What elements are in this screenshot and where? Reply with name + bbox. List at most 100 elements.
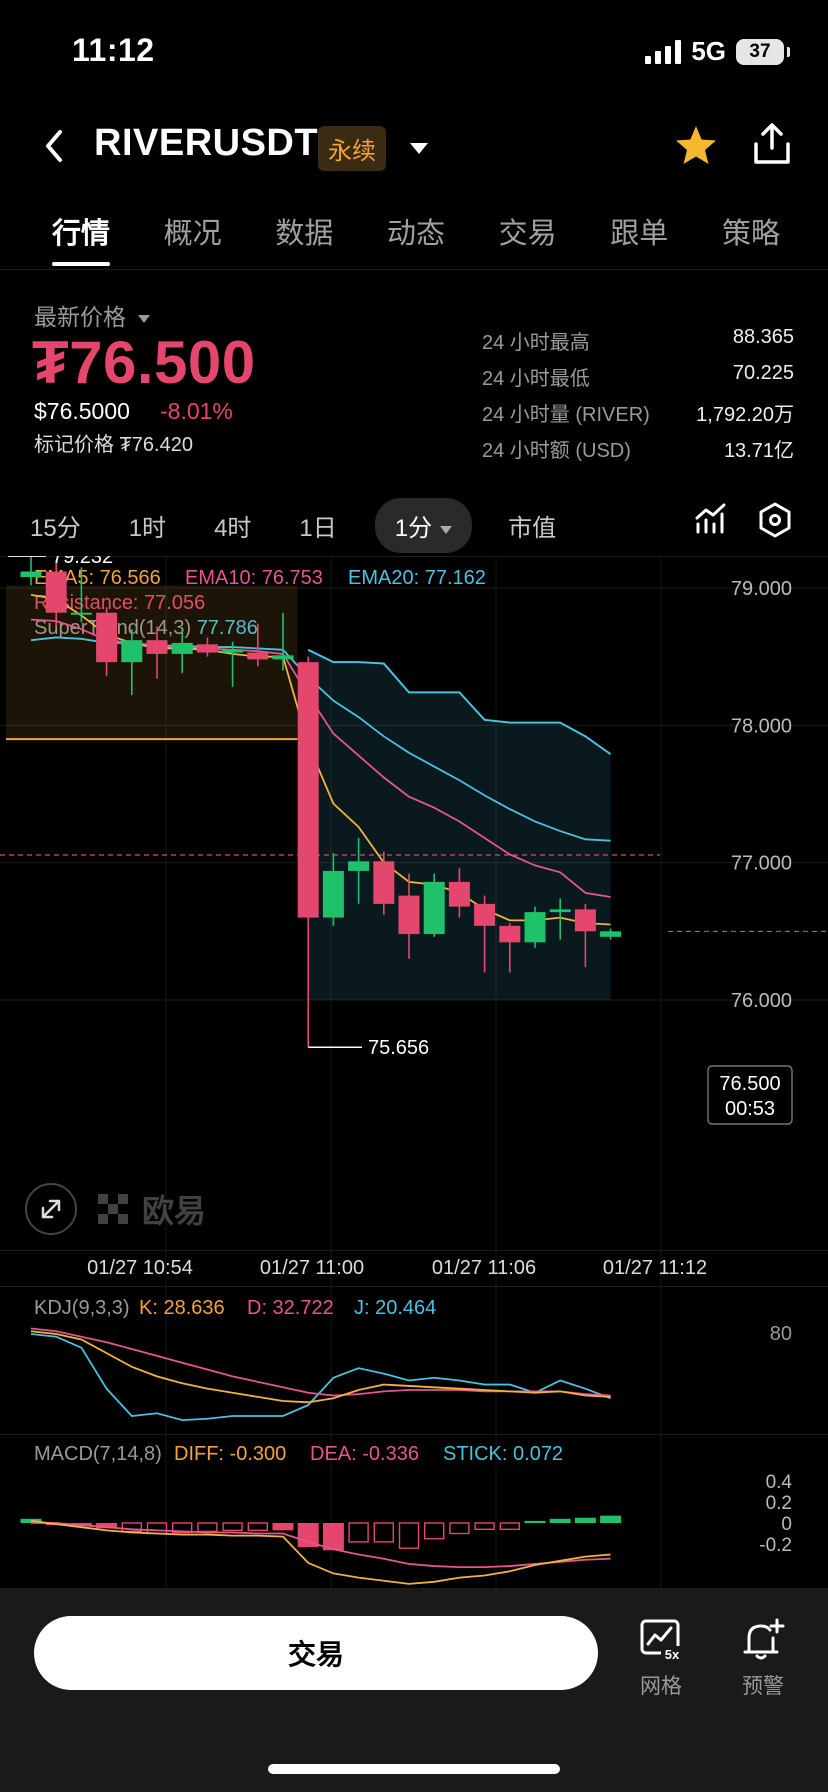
price-alert-button[interactable]: 预警 <box>718 1618 808 1700</box>
tab-news[interactable]: 动态 <box>386 218 445 250</box>
candle-body <box>272 655 294 660</box>
candle-body <box>373 861 395 904</box>
signal-icon <box>645 39 682 64</box>
macd-stick <box>297 1523 319 1548</box>
stat-label: 24 小时量 (RIVER) <box>482 404 650 426</box>
interval-1d[interactable]: 1日 <box>299 515 337 542</box>
latest-price-selector[interactable]: 最新价格 <box>34 298 151 332</box>
time-axis: 01/27 10:54 01/27 11:00 01/27 11:06 01/2… <box>87 1257 707 1279</box>
interval-bar: 15分 1时 4时 1日 1分 市值 <box>30 498 604 553</box>
candle <box>398 873 420 959</box>
legend-resistance: Resistance: 77.056 <box>34 592 205 614</box>
kdj-j-line <box>30 1333 611 1422</box>
supertrend-line <box>307 648 612 755</box>
stat-volume: 24 小时量 (RIVER) 1,792.20万 <box>482 398 794 434</box>
candle <box>45 560 67 627</box>
macd-stick <box>121 1522 143 1533</box>
supertrend-cloud <box>308 649 611 1000</box>
tab-data[interactable]: 数据 <box>275 218 334 250</box>
symbol-dropdown-icon[interactable] <box>408 140 430 156</box>
macd-stick <box>96 1523 118 1529</box>
settings-hexagon-icon[interactable] <box>758 502 792 538</box>
interval-1m-selected[interactable]: 1分 <box>374 498 473 553</box>
tab-copy-trading[interactable]: 跟单 <box>610 218 669 250</box>
kdj-label: KDJ(9,3,3) <box>34 1297 130 1319</box>
macd-stick <box>222 1522 243 1532</box>
candle <box>121 629 143 696</box>
low-marker: 75.656 <box>308 1037 429 1059</box>
interval-4h[interactable]: 4时 <box>214 515 252 542</box>
interval-market-cap[interactable]: 市值 <box>508 515 557 542</box>
network-type: 5G <box>691 36 726 66</box>
trade-button[interactable]: 交易 <box>34 1616 598 1690</box>
expand-icon <box>41 1199 61 1219</box>
candle-body <box>322 870 344 918</box>
grid-trading-button[interactable]: 5x 网格 <box>616 1618 706 1700</box>
macd-stick <box>247 1522 269 1532</box>
macd-stick <box>272 1523 294 1531</box>
macd-dea-line <box>31 1522 611 1568</box>
candle-body <box>70 612 92 615</box>
stat-high: 24 小时最高 88.365 <box>482 326 794 362</box>
share-icon[interactable] <box>752 122 792 166</box>
stat-label: 24 小时最高 <box>482 332 590 354</box>
candle <box>423 873 445 937</box>
high-marker: 79.232 <box>8 556 113 568</box>
caret-down-icon <box>138 314 151 323</box>
candle <box>448 868 470 918</box>
candle-body <box>247 652 269 660</box>
kdj-d-text: D: 32.722 <box>247 1297 334 1319</box>
interval-15m[interactable]: 15分 <box>30 515 81 542</box>
indicator-chart-icon[interactable] <box>694 502 728 536</box>
macd-dea-text: DEA: -0.336 <box>310 1443 419 1465</box>
stat-label: 24 小时最低 <box>482 368 590 390</box>
grid-chart-icon: 5x <box>640 1619 683 1662</box>
stat-value: 1,792.20万 <box>696 404 794 426</box>
price-chart[interactable]: EMA5: 76.566 EMA10: 76.753 EMA20: 77.162… <box>0 556 828 1588</box>
candle <box>20 556 42 586</box>
kdj-j-text: J: 20.464 <box>354 1297 436 1319</box>
x-tick: 01/27 11:06 <box>432 1257 536 1279</box>
macd-stick <box>373 1522 394 1543</box>
tab-trade[interactable]: 交易 <box>498 218 557 250</box>
stat-value: 70.225 <box>732 362 794 384</box>
macd-stick <box>348 1522 369 1543</box>
home-indicator <box>268 1764 560 1774</box>
perpetual-badge: 永续 <box>318 126 386 171</box>
chart-top-border <box>0 556 828 557</box>
mark-price: 标记价格 ₮76.420 <box>34 434 193 456</box>
stat-label: 24 小时额 (USD) <box>482 440 631 462</box>
watermark-text: 欧易 <box>142 1193 206 1229</box>
tab-market[interactable]: 行情 <box>26 210 136 266</box>
stat-value: 88.365 <box>732 326 794 348</box>
macd-stick <box>197 1522 218 1533</box>
kdj-ytick: 80 <box>770 1323 792 1345</box>
caret-down-icon <box>440 525 453 534</box>
kdj-layer <box>30 1327 611 1422</box>
tab-strategy[interactable]: 策略 <box>721 218 780 250</box>
candle-body <box>549 909 571 913</box>
candle <box>222 641 244 687</box>
interval-1h[interactable]: 1时 <box>128 515 167 542</box>
y-tick: 78.000 <box>731 715 792 737</box>
back-icon[interactable] <box>40 128 70 164</box>
low-marker-text: 75.656 <box>368 1037 429 1059</box>
grid-label: 网格 <box>640 1675 682 1698</box>
high-marker-text: 79.232 <box>52 556 113 568</box>
interval-1m-label: 1分 <box>394 515 433 542</box>
candle-body <box>398 895 420 935</box>
candle <box>196 637 218 657</box>
star-icon[interactable] <box>674 124 718 166</box>
tab-overview[interactable]: 概况 <box>163 218 222 250</box>
candle <box>499 923 521 973</box>
okx-logo-watermark: 欧易 <box>98 1193 206 1229</box>
symbol-title[interactable]: RIVERUSDT <box>94 122 319 164</box>
candle <box>146 626 168 679</box>
expand-button[interactable] <box>25 1183 77 1235</box>
latest-price-label: 最新价格 <box>34 304 126 330</box>
candles-layer <box>0 556 660 1048</box>
candle <box>549 898 571 940</box>
candle <box>600 928 622 940</box>
candle-body <box>499 925 521 943</box>
alert-label: 预警 <box>742 1675 784 1698</box>
